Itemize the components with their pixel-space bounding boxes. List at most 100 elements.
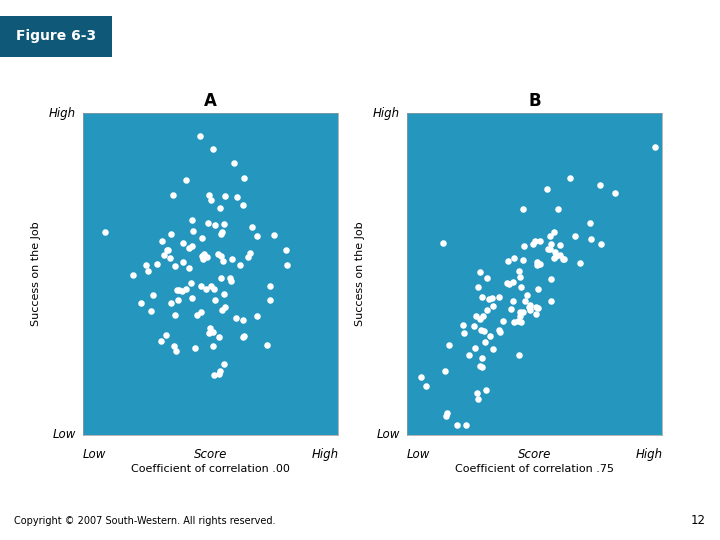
- Point: [493, 326, 505, 335]
- Point: [502, 279, 513, 288]
- Point: [162, 246, 174, 254]
- Point: [207, 342, 219, 351]
- Point: [439, 367, 451, 375]
- Point: [165, 299, 176, 307]
- Point: [202, 219, 213, 227]
- Point: [517, 205, 528, 213]
- Point: [220, 192, 231, 200]
- Point: [544, 245, 556, 253]
- Point: [213, 369, 225, 378]
- Point: [208, 285, 220, 294]
- Point: [530, 237, 541, 245]
- Point: [480, 338, 491, 346]
- Point: [480, 386, 492, 394]
- Point: [437, 239, 449, 247]
- Point: [214, 204, 225, 212]
- Point: [178, 239, 189, 247]
- Point: [514, 312, 526, 320]
- Point: [215, 367, 226, 375]
- Point: [487, 293, 498, 302]
- Point: [264, 296, 276, 305]
- Point: [469, 344, 481, 353]
- Point: [186, 242, 197, 251]
- Point: [281, 261, 292, 269]
- Point: [460, 421, 472, 429]
- Point: [514, 308, 526, 316]
- Point: [471, 312, 482, 320]
- Point: [569, 232, 580, 240]
- Point: [164, 254, 176, 262]
- Point: [515, 282, 526, 291]
- Point: [548, 254, 559, 262]
- Point: [519, 296, 531, 305]
- Text: Low: Low: [83, 448, 106, 461]
- Point: [549, 228, 560, 237]
- Point: [151, 260, 163, 268]
- Point: [225, 277, 236, 286]
- Text: Low: Low: [53, 428, 76, 441]
- Point: [544, 231, 556, 240]
- Point: [142, 266, 153, 275]
- Point: [524, 306, 536, 314]
- Text: High: High: [311, 448, 338, 461]
- Point: [531, 258, 543, 266]
- Point: [545, 240, 557, 248]
- Point: [472, 395, 484, 404]
- Point: [204, 323, 216, 332]
- Point: [456, 320, 468, 329]
- Point: [238, 332, 249, 341]
- Point: [532, 304, 544, 313]
- Point: [148, 291, 159, 300]
- Text: High: High: [635, 448, 662, 461]
- Point: [441, 411, 452, 420]
- Point: [474, 361, 485, 370]
- Point: [191, 310, 202, 319]
- Point: [472, 389, 483, 398]
- Point: [169, 311, 181, 320]
- Point: [441, 409, 453, 417]
- Point: [219, 359, 230, 368]
- Point: [534, 237, 546, 246]
- Point: [217, 306, 228, 315]
- Point: [226, 255, 238, 264]
- Point: [502, 256, 513, 265]
- Point: [224, 273, 235, 282]
- Point: [216, 228, 228, 237]
- Point: [518, 241, 530, 250]
- Point: [195, 308, 207, 316]
- Text: Coefficient of correlation .75: Coefficient of correlation .75: [455, 464, 614, 475]
- Point: [468, 321, 480, 330]
- Point: [513, 351, 524, 360]
- Point: [237, 316, 248, 325]
- Point: [595, 240, 607, 248]
- Point: [207, 145, 219, 153]
- Text: High: High: [372, 107, 400, 120]
- Point: [198, 249, 210, 258]
- Point: [218, 289, 230, 298]
- Point: [516, 318, 527, 326]
- Point: [228, 158, 240, 167]
- Point: [168, 341, 180, 350]
- Point: [559, 255, 570, 264]
- Point: [530, 309, 541, 318]
- Point: [553, 205, 564, 214]
- Text: Figure 6-3: Figure 6-3: [16, 30, 96, 43]
- Point: [527, 240, 539, 248]
- Point: [474, 315, 485, 323]
- Text: Copyright © 2007 South-Western. All rights reserved.: Copyright © 2007 South-Western. All righ…: [14, 516, 276, 526]
- Text: Low: Low: [377, 428, 400, 441]
- Point: [196, 233, 207, 242]
- Point: [549, 248, 561, 256]
- Point: [513, 267, 525, 275]
- Point: [531, 261, 543, 270]
- Point: [554, 251, 565, 259]
- Text: Low: Low: [407, 448, 430, 461]
- Point: [200, 285, 212, 294]
- Point: [246, 222, 258, 231]
- Point: [186, 226, 198, 235]
- Point: [174, 286, 185, 295]
- Point: [530, 302, 541, 311]
- Point: [217, 256, 228, 265]
- Text: Score: Score: [518, 448, 552, 461]
- Point: [541, 185, 553, 193]
